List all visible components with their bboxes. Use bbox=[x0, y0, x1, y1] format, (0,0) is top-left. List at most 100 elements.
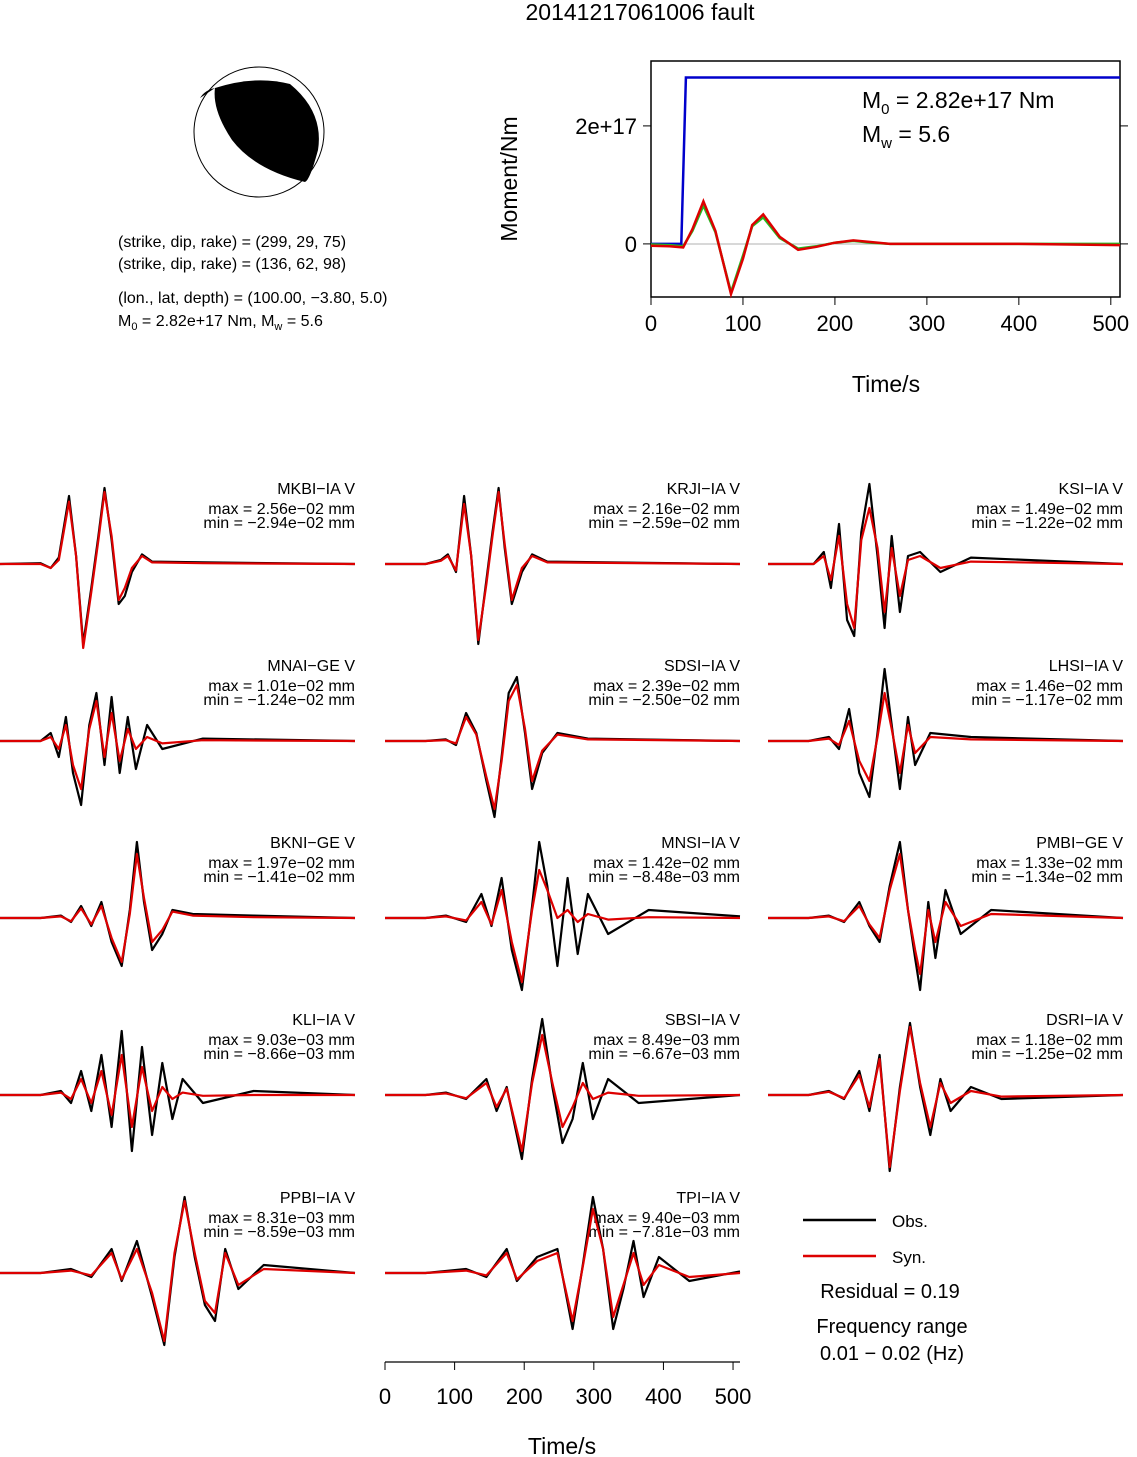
station-min: min = −1.22e−02 mm bbox=[971, 515, 1123, 532]
station-max: max = 2.39e−02 mm bbox=[593, 678, 740, 695]
moment-x-tick-label: 0 bbox=[645, 311, 657, 336]
nodal-plane-1: (strike, dip, rake) = (299, 29, 75) bbox=[118, 234, 346, 251]
station-min: min = −1.34e−02 mm bbox=[971, 869, 1123, 886]
moment-chart-frame bbox=[650, 60, 1121, 298]
synthetic-trace bbox=[768, 852, 1124, 976]
synthetic-trace bbox=[385, 1033, 741, 1153]
synthetic-trace bbox=[385, 683, 741, 811]
synthetic-trace bbox=[385, 490, 741, 642]
station-min: min = −6.67e−03 mm bbox=[588, 1046, 740, 1063]
synthetic-trace bbox=[385, 868, 741, 984]
waveform-x-tick-label: 500 bbox=[715, 1384, 752, 1409]
station-min: min = −2.50e−02 mm bbox=[588, 692, 740, 709]
moment-mw-sub: w bbox=[273, 321, 282, 333]
moment-y-axis: 0 2e+17 bbox=[575, 114, 1128, 257]
moment-mw-value: = 5.6 bbox=[282, 313, 323, 330]
station-max: max = 1.01e−02 mm bbox=[208, 678, 355, 695]
station-max: max = 1.33e−02 mm bbox=[976, 855, 1123, 872]
station-max: max = 8.49e−03 mm bbox=[593, 1032, 740, 1049]
observed-trace bbox=[0, 691, 356, 807]
waveform-x-tick-label: 200 bbox=[506, 1384, 543, 1409]
station-min: min = −8.48e−03 mm bbox=[588, 869, 740, 886]
station-name: DSRI−IA V bbox=[1046, 1012, 1123, 1029]
station-min: min = −1.24e−02 mm bbox=[203, 692, 355, 709]
page-title: 20141217061006 fault bbox=[526, 0, 756, 25]
station-name: SDSI−IA V bbox=[664, 658, 740, 675]
beachball bbox=[193, 66, 325, 198]
station-name: KRJI−IA V bbox=[667, 481, 741, 498]
frequency-range-title: Frequency range bbox=[816, 1316, 967, 1338]
station-max: max = 1.42e−02 mm bbox=[593, 855, 740, 872]
synthetic-trace bbox=[768, 691, 1124, 783]
station-max: max = 1.18e−02 mm bbox=[976, 1032, 1123, 1049]
station-max: max = 8.31e−03 mm bbox=[208, 1210, 355, 1227]
station-name: PPBI−IA V bbox=[280, 1190, 355, 1207]
moment-annotation-m0: M0 = 2.82e+17 Nm bbox=[862, 87, 1054, 118]
station-max: max = 1.49e−02 mm bbox=[976, 501, 1123, 518]
moment-x-label: Time/s bbox=[852, 371, 920, 397]
annotation-mw-value: = 5.6 bbox=[892, 121, 950, 147]
moment-summary: M0 = 2.82e+17 Nm, Mw = 5.6 bbox=[118, 313, 323, 333]
station-max: max = 1.46e−02 mm bbox=[976, 678, 1123, 695]
station-min: min = −1.25e−02 mm bbox=[971, 1046, 1123, 1063]
moment-series-1 bbox=[650, 202, 1120, 297]
station-name: BKNI−GE V bbox=[270, 835, 355, 852]
moment-m0-value: = 2.82e+17 Nm, M bbox=[137, 313, 274, 330]
moment-annotation-mw: Mw = 5.6 bbox=[862, 121, 950, 152]
synthetic-trace bbox=[768, 506, 1124, 630]
station-min: min = −1.41e−02 mm bbox=[203, 869, 355, 886]
waveform-x-tick-label: 0 bbox=[379, 1384, 391, 1409]
residual-text: Residual = 0.19 bbox=[820, 1281, 960, 1303]
beachball-compressional-quadrant bbox=[214, 80, 319, 182]
annotation-mw-prefix: M bbox=[862, 121, 881, 147]
annotation-m0-value: = 2.82e+17 Nm bbox=[890, 87, 1055, 113]
annotation-m0-prefix: M bbox=[862, 87, 881, 113]
moment-y-tick-label: 0 bbox=[625, 232, 637, 257]
station-name: TPI−IA V bbox=[676, 1190, 740, 1207]
station-min: min = −7.81e−03 mm bbox=[588, 1224, 740, 1241]
synthetic-trace bbox=[768, 1025, 1124, 1169]
station-name: LHSI−IA V bbox=[1049, 658, 1124, 675]
station-min: min = −8.59e−03 mm bbox=[203, 1224, 355, 1241]
moment-x-axis: 0 100 200 300 400 500 bbox=[645, 297, 1129, 336]
station-name: MNSI−IA V bbox=[661, 835, 740, 852]
station-max: max = 2.16e−02 mm bbox=[593, 501, 740, 518]
moment-x-tick-label: 100 bbox=[725, 311, 762, 336]
synthetic-trace bbox=[0, 1199, 356, 1343]
waveform-x-tick-label: 400 bbox=[645, 1384, 682, 1409]
station-name: KLI−IA V bbox=[292, 1012, 355, 1029]
moment-y-tick-label: 2e+17 bbox=[575, 114, 637, 139]
moment-x-tick-label: 300 bbox=[909, 311, 946, 336]
station-min: min = −2.59e−02 mm bbox=[588, 515, 740, 532]
event-location: (lon., lat, depth) = (100.00, −3.80, 5.0… bbox=[118, 290, 388, 307]
legend-obs-label: Obs. bbox=[892, 1212, 928, 1231]
station-min: min = −2.94e−02 mm bbox=[203, 515, 355, 532]
station-name: PMBI−GE V bbox=[1036, 835, 1123, 852]
synthetic-trace bbox=[385, 1207, 741, 1323]
waveform-x-tick-label: 300 bbox=[575, 1384, 612, 1409]
station-min: min = −1.17e−02 mm bbox=[971, 692, 1123, 709]
moment-x-tick-label: 500 bbox=[1092, 311, 1129, 336]
legend: Obs. Syn. Residual = 0.19 Frequency rang… bbox=[803, 1212, 968, 1365]
beachball-small-quadrant bbox=[200, 88, 215, 98]
mechanism-info: (strike, dip, rake) = (299, 29, 75) (str… bbox=[118, 234, 388, 333]
frequency-range-value: 0.01 − 0.02 (Hz) bbox=[820, 1343, 964, 1365]
synthetic-trace bbox=[0, 490, 356, 650]
moment-x-tick-label: 400 bbox=[1000, 311, 1037, 336]
station-max: max = 1.97e−02 mm bbox=[208, 855, 355, 872]
